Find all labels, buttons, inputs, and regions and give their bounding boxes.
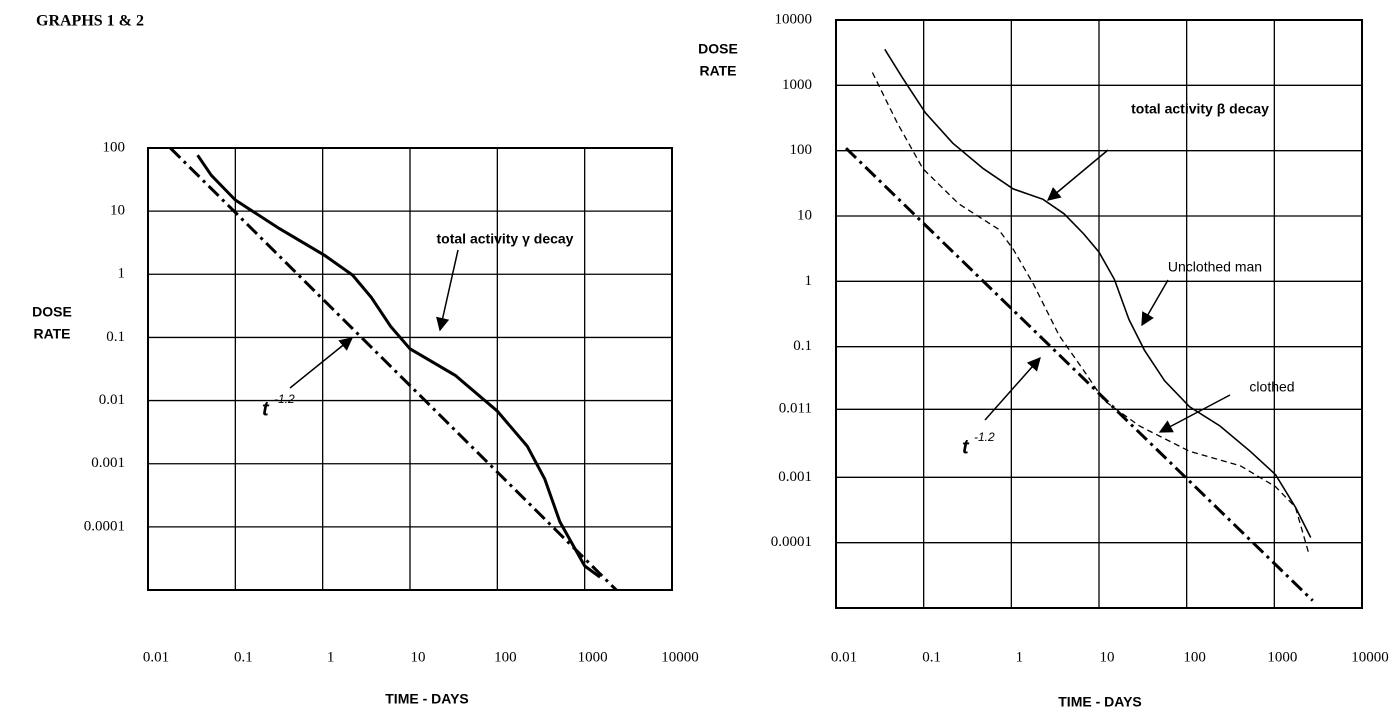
x-tick-label: 100 bbox=[1183, 649, 1206, 665]
y-tick-label: 0.001 bbox=[91, 455, 125, 471]
line-series bbox=[871, 72, 1310, 553]
annotation: t bbox=[262, 398, 270, 420]
arrow bbox=[289, 337, 354, 389]
y-tick-label: 0.01 bbox=[99, 392, 125, 408]
annotation: total activity γ decay bbox=[437, 231, 574, 247]
x-tick-label: 1 bbox=[1016, 649, 1024, 665]
y-tick-label: 1 bbox=[805, 273, 813, 289]
x-tick-label: 100 bbox=[494, 649, 517, 665]
arrow bbox=[436, 249, 459, 332]
y-axis-title: DOSE bbox=[32, 304, 72, 320]
x-axis-title: TIME - DAYS bbox=[385, 691, 469, 707]
y-tick-label: 100 bbox=[103, 139, 126, 155]
arrow bbox=[1046, 149, 1109, 201]
y-tick-label: 10 bbox=[797, 207, 812, 223]
y-tick-label: 0.0001 bbox=[84, 518, 125, 534]
annotation: total activity β decay bbox=[1131, 101, 1269, 117]
x-tick-label: 1000 bbox=[1267, 649, 1297, 665]
y-tick-label: 10 bbox=[110, 203, 125, 219]
x-tick-label: 1000 bbox=[578, 649, 608, 665]
x-tick-label: 10 bbox=[1100, 649, 1115, 665]
y-tick-label: 0.1 bbox=[793, 338, 812, 354]
x-tick-label: 10 bbox=[411, 649, 426, 665]
page-title: GRAPHS 1 & 2 bbox=[36, 13, 144, 30]
y-tick-label: 100 bbox=[790, 142, 813, 158]
line-series bbox=[844, 147, 1314, 602]
x-tick-label: 0.1 bbox=[234, 649, 253, 665]
x-tick-label: 10000 bbox=[1351, 649, 1389, 665]
arrow bbox=[1158, 394, 1231, 433]
y-tick-label: 0.1 bbox=[106, 329, 125, 345]
y-axis-title: RATE bbox=[699, 63, 736, 79]
y-tick-label: 0.0001 bbox=[771, 534, 812, 550]
line-series bbox=[169, 146, 618, 592]
annotation-superscript: -1.2 bbox=[274, 392, 295, 406]
annotation: t bbox=[962, 436, 970, 458]
line-series bbox=[196, 154, 601, 579]
arrow bbox=[984, 356, 1041, 421]
x-tick-label: 0.1 bbox=[922, 649, 941, 665]
y-tick-label: 0.001 bbox=[778, 469, 812, 485]
y-tick-label: 1000 bbox=[782, 77, 812, 93]
annotation: Unclothed man bbox=[1168, 259, 1262, 275]
x-axis-title: TIME - DAYS bbox=[1058, 694, 1142, 710]
y-tick-label: 0.011 bbox=[779, 401, 812, 417]
y-tick-label: 10000 bbox=[775, 11, 813, 27]
annotation-superscript: -1.2 bbox=[974, 430, 995, 444]
x-tick-label: 1 bbox=[327, 649, 335, 665]
x-tick-label: 10000 bbox=[661, 649, 699, 665]
annotation: clothed bbox=[1249, 379, 1294, 395]
arrow bbox=[1141, 279, 1169, 327]
x-tick-label: 0.01 bbox=[831, 649, 857, 665]
y-axis-title: RATE bbox=[33, 326, 70, 342]
line-series bbox=[884, 48, 1312, 538]
y-tick-label: 1 bbox=[118, 266, 126, 282]
y-axis-title: DOSE bbox=[698, 41, 738, 57]
x-tick-label: 0.01 bbox=[143, 649, 169, 665]
